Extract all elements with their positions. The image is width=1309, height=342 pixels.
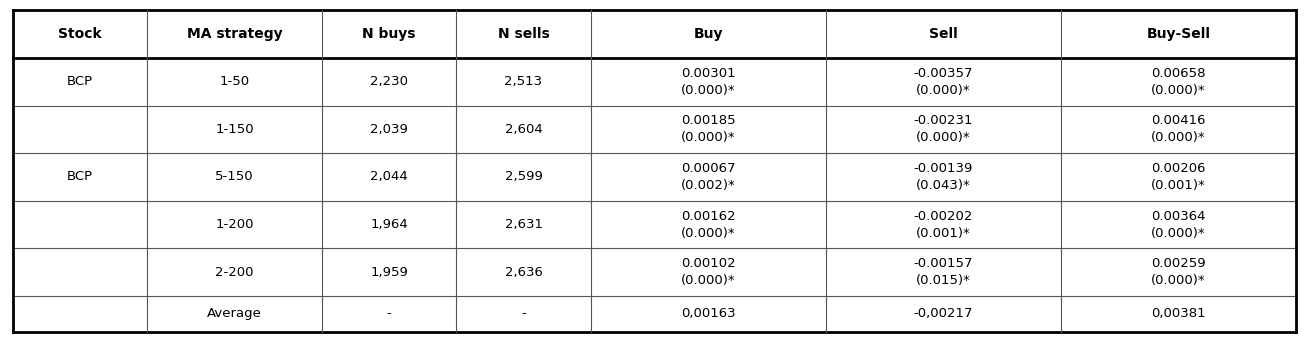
Text: 2,044: 2,044 (370, 170, 408, 183)
Text: 2,636: 2,636 (504, 266, 542, 279)
Text: 0.00185
(0.000)*: 0.00185 (0.000)* (681, 114, 736, 144)
Text: 0.00162
(0.000)*: 0.00162 (0.000)* (681, 210, 736, 240)
Text: 2,513: 2,513 (504, 75, 543, 88)
Text: 2-200: 2-200 (216, 266, 254, 279)
Text: 1,964: 1,964 (370, 218, 408, 231)
Text: 0.00364
(0.000)*: 0.00364 (0.000)* (1151, 210, 1206, 240)
Text: Buy-Sell: Buy-Sell (1147, 27, 1211, 41)
Text: 1-200: 1-200 (216, 218, 254, 231)
Text: 0,00381: 0,00381 (1151, 307, 1206, 320)
Text: Average: Average (207, 307, 262, 320)
Text: 2,631: 2,631 (504, 218, 542, 231)
Text: N buys: N buys (363, 27, 416, 41)
Text: 5-150: 5-150 (216, 170, 254, 183)
Text: -0.00231
(0.000)*: -0.00231 (0.000)* (914, 114, 973, 144)
Text: 2,599: 2,599 (504, 170, 542, 183)
Text: BCP: BCP (67, 170, 93, 183)
Text: 2,039: 2,039 (370, 123, 408, 136)
Text: Buy: Buy (694, 27, 723, 41)
Text: -0.00357
(0.000)*: -0.00357 (0.000)* (914, 67, 973, 97)
Text: 0.00259
(0.000)*: 0.00259 (0.000)* (1151, 257, 1206, 287)
Text: -: - (387, 307, 391, 320)
Text: -0,00217: -0,00217 (914, 307, 973, 320)
Text: 1,959: 1,959 (370, 266, 408, 279)
Text: 0,00163: 0,00163 (681, 307, 736, 320)
Text: N sells: N sells (497, 27, 550, 41)
Text: 0.00416
(0.000)*: 0.00416 (0.000)* (1151, 114, 1206, 144)
Text: 2,604: 2,604 (505, 123, 542, 136)
Text: 2,230: 2,230 (370, 75, 408, 88)
Text: MA strategy: MA strategy (187, 27, 283, 41)
Text: 0.00067
(0.002)*: 0.00067 (0.002)* (681, 162, 736, 192)
Text: 0.00206
(0.001)*: 0.00206 (0.001)* (1151, 162, 1206, 192)
Text: 0.00102
(0.000)*: 0.00102 (0.000)* (681, 257, 736, 287)
Text: -0.00139
(0.043)*: -0.00139 (0.043)* (914, 162, 973, 192)
Text: 1-50: 1-50 (220, 75, 250, 88)
Text: 1-150: 1-150 (216, 123, 254, 136)
Text: -0.00157
(0.015)*: -0.00157 (0.015)* (914, 257, 973, 287)
Text: Sell: Sell (929, 27, 958, 41)
Text: BCP: BCP (67, 75, 93, 88)
Text: -: - (521, 307, 526, 320)
Text: -0.00202
(0.001)*: -0.00202 (0.001)* (914, 210, 973, 240)
Text: 0.00301
(0.000)*: 0.00301 (0.000)* (681, 67, 736, 97)
Text: 0.00658
(0.000)*: 0.00658 (0.000)* (1151, 67, 1206, 97)
Text: Stock: Stock (59, 27, 102, 41)
